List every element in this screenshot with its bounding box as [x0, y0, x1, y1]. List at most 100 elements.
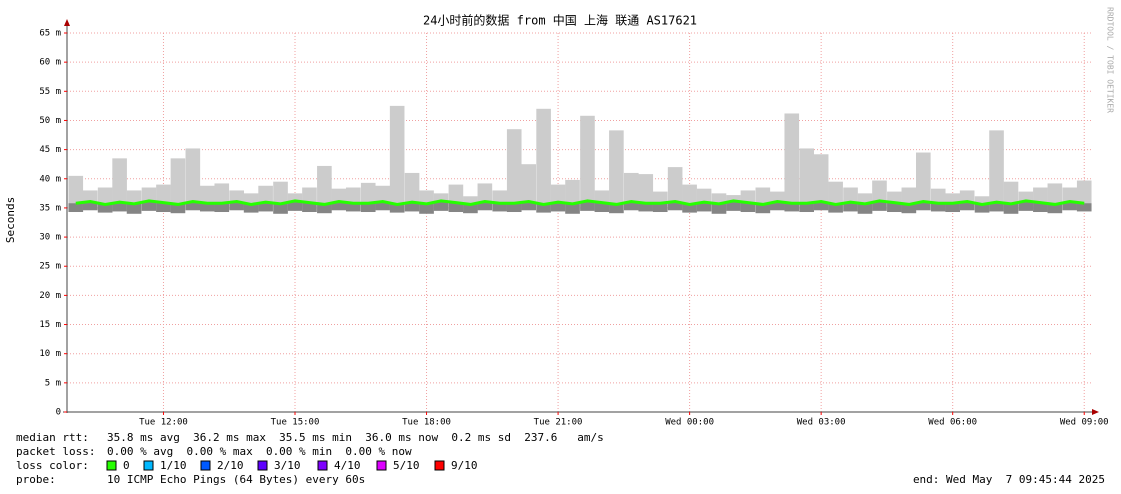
smoke	[580, 115, 595, 211]
smoke-core	[214, 203, 230, 213]
smoke-core	[156, 202, 171, 213]
smoke-core	[740, 202, 756, 213]
smoke-core	[828, 204, 843, 213]
smoke-core	[302, 202, 317, 213]
smoke-core	[623, 201, 639, 211]
y-tick-label: 30 m	[39, 233, 61, 243]
y-tick-label: 20 m	[39, 291, 61, 301]
smoke	[536, 108, 551, 213]
smoke	[989, 130, 1004, 212]
smoke-core	[521, 201, 537, 211]
smoke-core	[1062, 201, 1078, 211]
watermark: RRDTOOL / TOBI OETIKER	[1106, 7, 1115, 113]
smoke-core	[477, 201, 493, 211]
y-tick-label: 25 m	[39, 262, 61, 272]
smoke-core	[843, 202, 858, 212]
smoke-core	[901, 204, 917, 214]
smoke	[112, 158, 127, 212]
footer-label: probe:	[16, 473, 56, 486]
smoke-core	[755, 204, 771, 214]
smoke-core	[82, 201, 98, 211]
x-tick-label: Tue 12:00	[139, 418, 188, 428]
smoke-core	[389, 204, 405, 213]
y-tick-label: 65 m	[39, 29, 61, 39]
legend-label: 5/10	[393, 459, 420, 472]
smoke-core	[565, 203, 580, 214]
x-tick-label: Tue 18:00	[402, 418, 451, 428]
smoke-core	[463, 204, 478, 214]
smoke-core	[185, 201, 201, 211]
smoke-core	[887, 202, 902, 213]
smoke-core	[594, 202, 610, 213]
smoke-core	[1018, 200, 1034, 211]
legend-swatch	[376, 460, 387, 471]
legend-label: 0	[123, 459, 130, 472]
smoke	[185, 148, 201, 211]
footer-value: 10 ICMP Echo Pings (64 Bytes) every 60s	[107, 473, 365, 486]
smoke-core	[360, 203, 376, 213]
smoke-core	[317, 204, 332, 214]
smoke-core	[141, 200, 157, 211]
y-tick-label: 35 m	[39, 203, 61, 213]
smoke-core	[200, 203, 215, 212]
smoke-core	[770, 201, 785, 211]
smoke	[506, 129, 522, 213]
footer-value: 35.8 ms avg 36.2 ms max 35.5 ms min 36.0…	[107, 431, 604, 444]
smoke-core	[536, 204, 551, 213]
smoke-core	[1047, 204, 1063, 214]
footer-end: end: Wed May 7 09:45:44 2025	[913, 473, 1105, 486]
legend-swatch	[434, 460, 445, 471]
y-tick-label: 0	[56, 408, 61, 418]
smoke-core	[448, 202, 464, 213]
smoke-core	[112, 202, 127, 212]
y-axis-label: Seconds	[4, 197, 17, 243]
smoke-core	[97, 204, 113, 213]
smoke-core	[375, 201, 390, 211]
smoke-core	[696, 202, 712, 212]
x-tick-label: Wed 09:00	[1060, 418, 1109, 428]
smoke	[813, 154, 829, 211]
smoke-core	[492, 203, 508, 212]
y-tick-label: 15 m	[39, 320, 61, 330]
smoke-core	[989, 202, 1004, 212]
smoke-core	[580, 200, 595, 211]
smoke	[389, 105, 405, 213]
smoke-core	[550, 202, 566, 212]
smoke-core	[273, 203, 288, 214]
legend-label: 4/10	[334, 459, 361, 472]
legend-swatch	[200, 460, 211, 471]
legend-swatch	[106, 460, 117, 471]
y-tick-label: 10 m	[39, 349, 61, 359]
smoke-core	[229, 201, 244, 211]
y-tick-label: 60 m	[39, 58, 61, 68]
smoke	[609, 130, 624, 214]
smoke-core	[638, 203, 654, 212]
footer-label: loss color:	[16, 459, 89, 472]
footer-label: median rtt:	[16, 431, 89, 444]
smoke-core	[506, 203, 522, 213]
smoke-core	[433, 200, 449, 211]
smoke-core	[945, 203, 960, 213]
y-tick-label: 5 m	[45, 378, 61, 388]
smoke-core	[609, 204, 624, 214]
y-tick-label: 40 m	[39, 174, 61, 184]
legend-swatch	[143, 460, 154, 471]
smoke	[916, 152, 931, 211]
legend-label: 9/10	[451, 459, 478, 472]
legend-swatch	[257, 460, 268, 471]
smoke	[170, 158, 186, 214]
smoke-core	[404, 202, 420, 212]
legend-label: 3/10	[274, 459, 301, 472]
legend-swatch	[317, 460, 328, 471]
plot-area	[67, 32, 1093, 413]
smoke	[317, 165, 332, 214]
x-tick-label: Wed 06:00	[928, 418, 977, 428]
x-tick-label: Tue 15:00	[271, 418, 320, 428]
y-tick-label: 45 m	[39, 145, 61, 155]
axis-arrow	[1092, 409, 1099, 415]
smoke	[784, 113, 800, 212]
smoke-core	[726, 200, 741, 211]
smoke-core	[419, 203, 434, 214]
smoke-core	[813, 201, 829, 211]
